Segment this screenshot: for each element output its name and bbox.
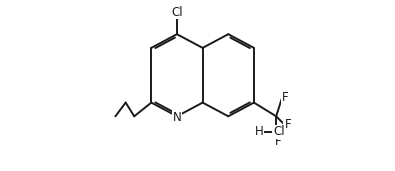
Text: H: H (255, 125, 263, 138)
Text: Cl: Cl (273, 125, 284, 138)
Text: F: F (275, 135, 281, 148)
Text: N: N (173, 111, 181, 124)
Text: F: F (285, 118, 292, 131)
Text: F: F (282, 91, 288, 104)
Text: Cl: Cl (171, 6, 183, 19)
